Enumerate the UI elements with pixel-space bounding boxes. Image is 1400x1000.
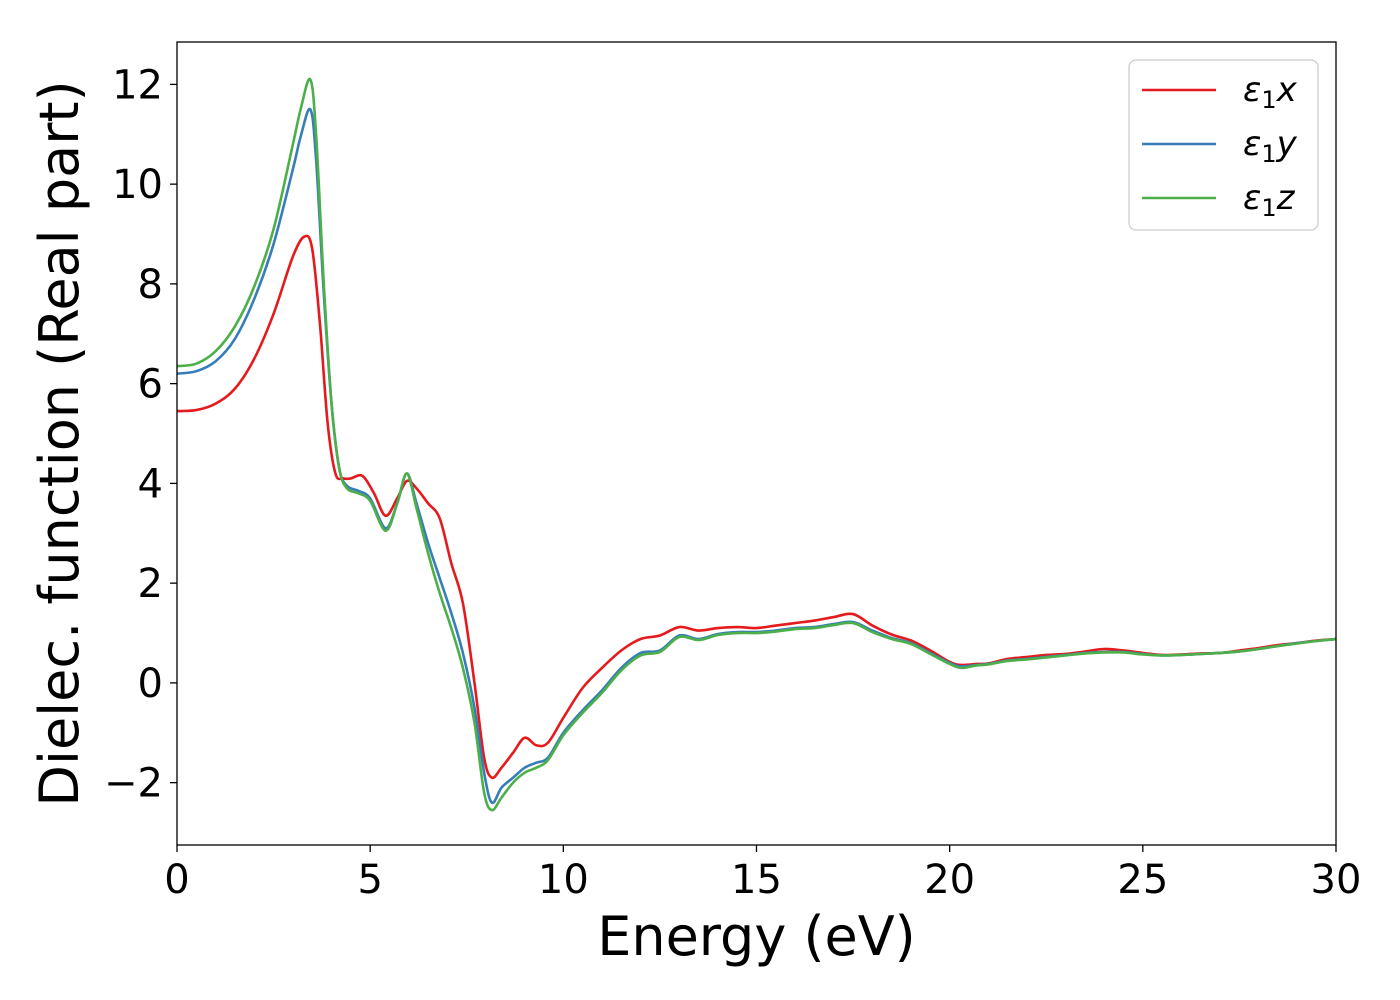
x-tick-label: 5 xyxy=(357,857,382,903)
legend-label: ε1z xyxy=(1243,178,1296,222)
y-tick-label: 0 xyxy=(138,661,163,707)
series-line-3 xyxy=(177,77,1336,812)
legend-label: ε1y xyxy=(1243,124,1298,168)
legend-box xyxy=(1128,59,1319,231)
x-tick-label: 15 xyxy=(731,857,782,903)
x-tick-label: 0 xyxy=(164,857,189,903)
x-tick-label: 10 xyxy=(538,857,589,903)
legend-label: ε1x xyxy=(1243,70,1298,114)
y-tick-label: 2 xyxy=(138,561,163,607)
y-tick-label: 8 xyxy=(138,262,163,308)
y-tick-label: 4 xyxy=(138,461,163,507)
series-line-1 xyxy=(177,234,1336,780)
x-axis-title: Energy (eV) xyxy=(597,905,916,968)
x-tick-label: 30 xyxy=(1311,857,1362,903)
y-tick-label: −2 xyxy=(104,761,163,807)
x-tick-label: 25 xyxy=(1117,857,1168,903)
x-axis-ticks: 0 5 10 15 20 25 30 xyxy=(164,845,1361,903)
y-tick-label: 6 xyxy=(138,362,163,408)
y-tick-label: 10 xyxy=(112,162,163,208)
plot-lines xyxy=(177,77,1336,812)
legend: ε1x ε1y ε1z xyxy=(1128,59,1319,231)
y-axis-title: Dielec. function (Real part) xyxy=(28,80,91,806)
y-axis-ticks: −2 0 2 4 6 8 10 12 xyxy=(104,62,177,807)
y-tick-label: 12 xyxy=(112,62,163,108)
x-tick-label: 20 xyxy=(924,857,975,903)
